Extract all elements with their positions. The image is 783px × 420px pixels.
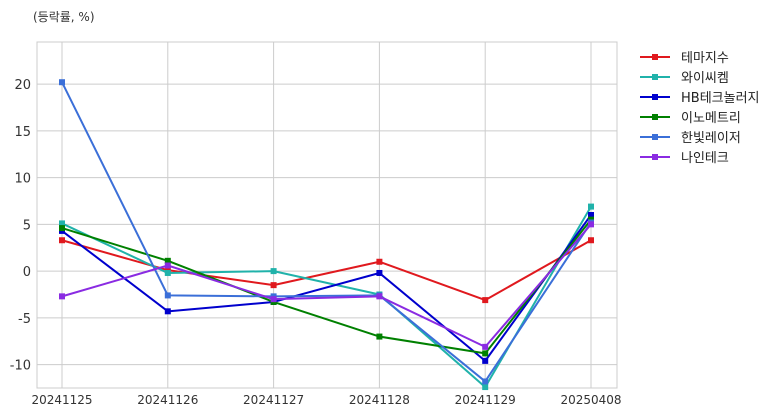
data-point: [376, 293, 383, 300]
unit-label: (등락률, %): [33, 10, 95, 24]
data-point: [482, 357, 489, 364]
series-line: [61, 206, 592, 389]
data-point: [59, 293, 65, 300]
data-point: [482, 350, 489, 357]
y-tick-label: 20: [14, 78, 31, 93]
legend-label: 테마지수: [681, 51, 729, 66]
x-tick-label: 20241128: [349, 393, 410, 407]
data-point: [482, 384, 489, 391]
legend-label: 한빛레이저: [681, 131, 741, 146]
data-point: [482, 297, 489, 304]
x-tick-label: 20241126: [137, 393, 198, 407]
data-point: [376, 333, 383, 340]
y-tick-label: -10: [10, 359, 31, 374]
legend-label: HB테크놀러지: [681, 91, 760, 106]
data-point: [59, 225, 65, 232]
x-tick-label: 20241127: [243, 393, 304, 407]
series-line: [61, 214, 592, 362]
data-point: [482, 343, 489, 350]
data-point: [164, 269, 171, 276]
legend-marker: [652, 54, 658, 60]
plot-area: [37, 42, 617, 388]
data-point: [270, 296, 277, 303]
data-point: [164, 308, 171, 315]
y-tick-label: 0: [23, 265, 31, 280]
data-point: [59, 220, 65, 227]
legend-marker: [652, 154, 658, 160]
legend-marker: [652, 134, 658, 140]
plot-frame: [36, 41, 618, 389]
series-line: [61, 81, 592, 383]
legend-label: 이노메트리: [681, 111, 741, 126]
data-point: [376, 258, 383, 265]
x-tick-label: 20241129: [455, 393, 516, 407]
y-tick-label: -5: [18, 312, 31, 327]
data-point: [588, 212, 594, 218]
data-point: [59, 79, 65, 86]
x-tick-label: 20250408: [560, 393, 621, 407]
data-point: [59, 237, 65, 244]
series-line: [61, 219, 592, 355]
legend-label: 와이씨켐: [681, 71, 729, 86]
series-line: [61, 223, 592, 348]
legend-label: 나인테크: [681, 151, 729, 166]
legend-marker: [652, 94, 658, 100]
legend-marker: [652, 114, 658, 120]
legend-marker: [652, 74, 658, 80]
y-tick-label: 15: [14, 125, 31, 140]
x-tick-label: 20241125: [31, 393, 92, 407]
y-tick-label: 10: [14, 172, 31, 187]
data-point: [270, 268, 277, 275]
data-point: [270, 282, 277, 289]
data-point: [164, 257, 171, 264]
data-point: [588, 237, 594, 244]
data-point: [376, 269, 383, 276]
data-point: [588, 221, 594, 228]
data-point: [588, 203, 594, 210]
data-point: [482, 378, 489, 385]
data-point: [164, 262, 171, 269]
y-tick-label: 5: [23, 218, 31, 233]
data-point: [164, 292, 171, 299]
